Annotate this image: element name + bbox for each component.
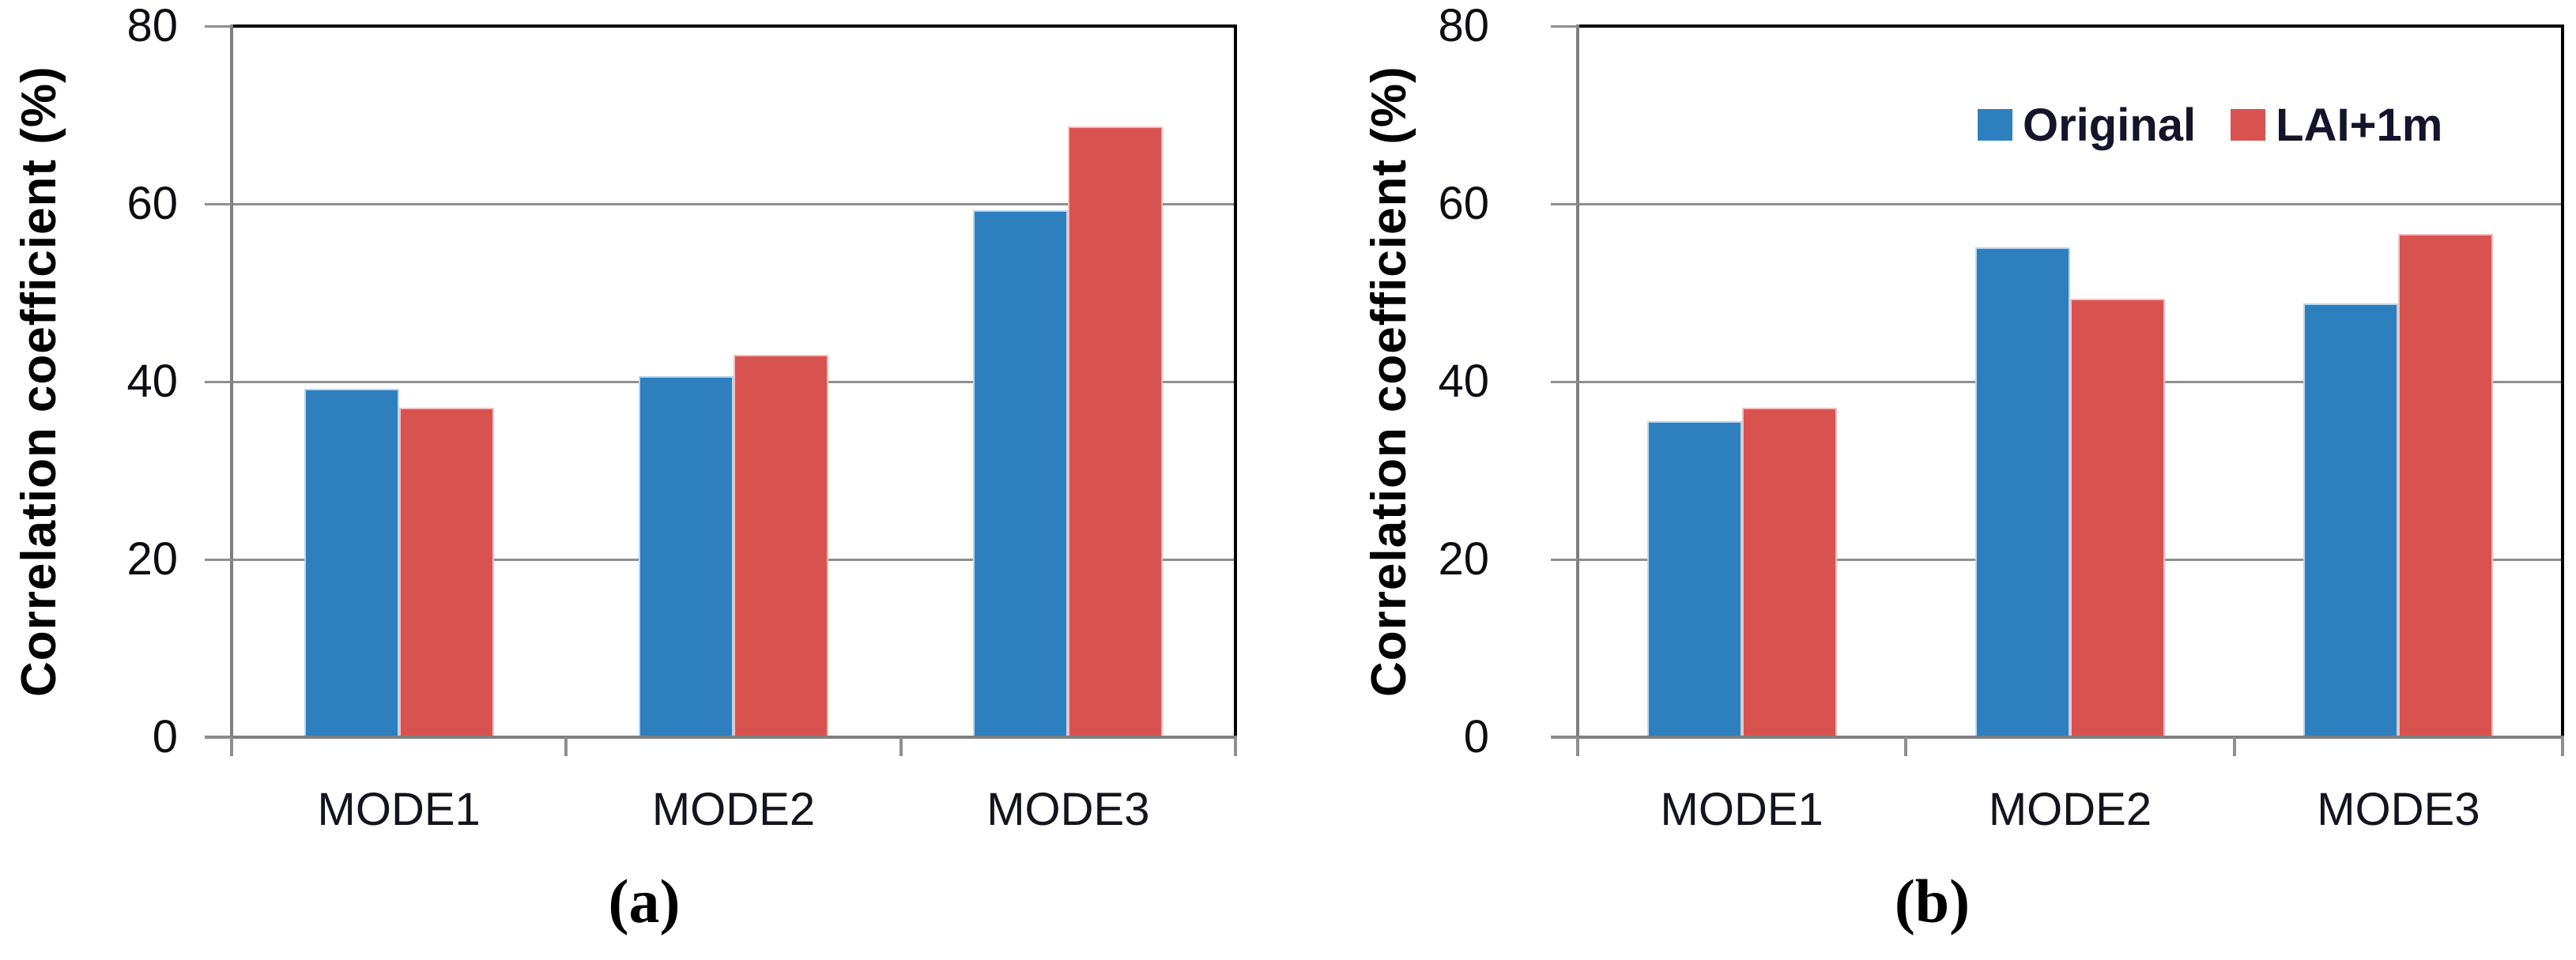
y-tick-label-80: 80: [126, 0, 178, 51]
bar-lai+1m-mode2: [734, 355, 828, 737]
legend-swatch-lai1m: [2231, 109, 2266, 141]
y-axis-title-a: Correlation coefficient (%): [12, 66, 66, 698]
y-tick-label-60: 60: [126, 178, 178, 229]
legend-swatch-original: [1978, 109, 2012, 141]
legend-label-original: Original: [2023, 99, 2197, 151]
legend-label-lai1m: LAI+1m: [2276, 99, 2443, 151]
bar-original-mode1: [304, 389, 399, 737]
x-axis-line: [205, 736, 1237, 739]
bar-original-mode2: [1975, 247, 2070, 737]
y-tick-60: [1551, 202, 1578, 205]
x-category-label-mode2: MODE2: [1988, 784, 2152, 835]
bar-original-mode2: [639, 376, 734, 737]
x-category-label-mode1: MODE1: [317, 784, 481, 835]
x-category-label-mode3: MODE3: [2317, 784, 2480, 835]
bar-lai+1m-mode3: [2398, 234, 2494, 737]
y-tick-60: [205, 202, 232, 205]
y-tick-20: [1551, 558, 1578, 561]
y-tick-label-0: 0: [1463, 711, 1489, 762]
x-tick-2: [2232, 737, 2236, 756]
panel-b: Correlation coefficient (%) Original LAI…: [1288, 0, 2576, 960]
legend-item-original: Original: [1978, 99, 2196, 152]
panel-a: Correlation coefficient (%) 0 20 40 60 80 MOD…: [12, 2, 1237, 936]
bar-original-mode3: [973, 209, 1069, 737]
y-tick-0: [205, 736, 232, 739]
x-tick-0: [230, 737, 233, 756]
x-tick-3: [1234, 737, 1237, 756]
gridline-60: [1578, 202, 2563, 205]
y-tick-label-60: 60: [1438, 178, 1489, 229]
y-tick-80: [205, 24, 232, 28]
y-tick-40: [1551, 380, 1578, 383]
caption-b: (b): [1894, 867, 1971, 936]
bar-original-mode3: [2303, 303, 2399, 737]
y-tick-80: [1551, 24, 1578, 28]
y-tick-0: [1551, 736, 1578, 739]
plot-border-top: [1578, 24, 2564, 28]
y-tick-label-40: 40: [126, 356, 178, 407]
y-axis-line: [1576, 24, 1579, 756]
x-category-label-mode1: MODE1: [1660, 784, 1824, 835]
y-tick-label-20: 20: [126, 533, 178, 585]
y-tick-label-40: 40: [1438, 356, 1489, 407]
x-tick-1: [564, 737, 568, 756]
bar-lai+1m-mode1: [1741, 407, 1837, 737]
y-tick-20: [205, 558, 232, 561]
x-category-label-mode3: MODE3: [986, 784, 1150, 835]
legend-item-lai1m: LAI+1m: [2231, 99, 2442, 152]
x-category-label-mode2: MODE2: [651, 784, 816, 835]
bar-original-mode1: [1646, 420, 1742, 737]
bar-lai+1m-mode2: [2070, 299, 2165, 737]
bar-lai+1m-mode1: [398, 407, 494, 737]
y-tick-label-20: 20: [1438, 533, 1489, 585]
y-tick-label-0: 0: [152, 711, 178, 762]
x-tick-0: [1576, 737, 1579, 756]
y-tick-40: [205, 380, 232, 383]
plot-area-b: Original LAI+1m 0 20 40 60 80 MODE1 MODE2 MODE3: [1438, 2, 2564, 835]
legend: Original LAI+1m: [1978, 100, 2442, 151]
caption-a: (a): [608, 867, 681, 936]
x-tick-1: [1904, 737, 1908, 756]
x-axis-line: [1551, 736, 2564, 739]
plot-border-top: [232, 24, 1237, 28]
plot-area-a: 0 20 40 60 80 MODE1 MODE2 MODE3: [126, 2, 1237, 835]
y-tick-label-80: 80: [1438, 0, 1489, 51]
y-axis-line: [230, 24, 233, 756]
plot-border-right: [1234, 24, 1237, 740]
bar-lai+1m-mode3: [1068, 126, 1164, 737]
x-tick-3: [2561, 737, 2564, 756]
plot-border-right: [2561, 24, 2564, 740]
gridline-60: [232, 202, 1235, 205]
x-tick-2: [899, 737, 903, 756]
